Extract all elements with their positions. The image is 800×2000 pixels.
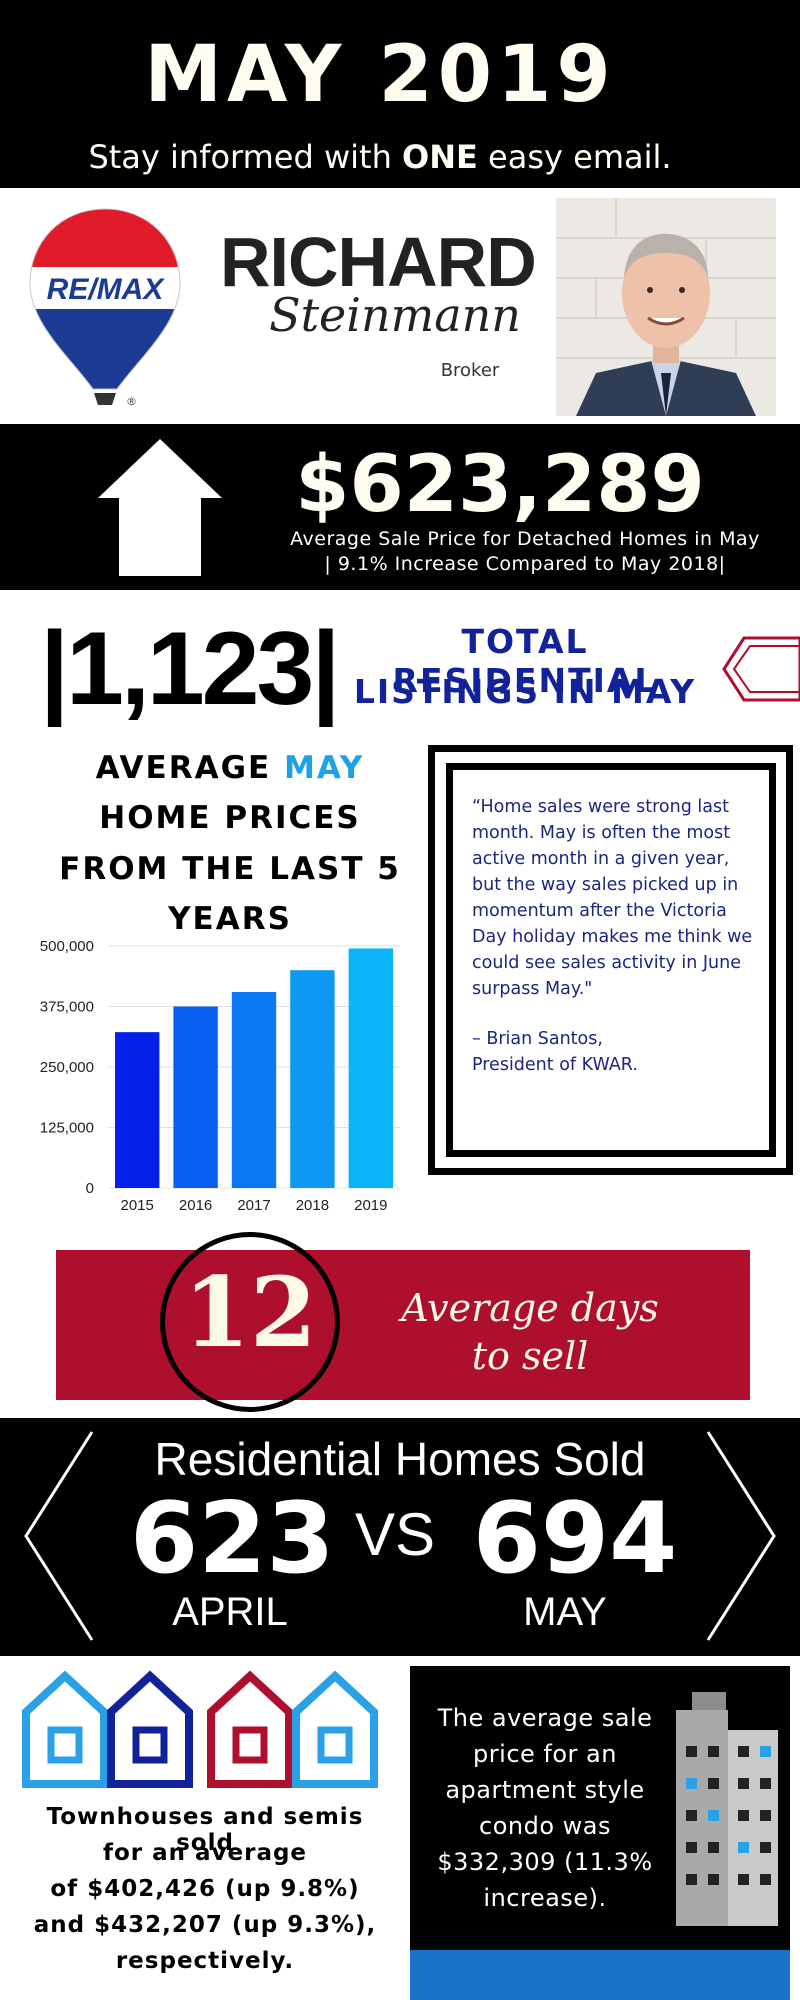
quote-text: “Home sales were strong last month. May …: [472, 797, 753, 999]
x-tick-label: 2015: [121, 1197, 154, 1214]
agent-photo: [556, 198, 776, 416]
price-bar-chart: 0 125,000 250,000 375,000 500,000 2015 2016 201…: [40, 938, 400, 1214]
agent-role: Broker: [440, 360, 500, 381]
chevron-right-icon: [706, 1431, 776, 1641]
remax-balloon-logo: RE/MAX ®: [29, 208, 181, 408]
apartment-building-icon: [676, 1692, 778, 1926]
x-tick-label: 2018: [296, 1197, 329, 1214]
x-tick-label: 2017: [237, 1197, 270, 1214]
subtitle-text-end: easy email.: [477, 138, 672, 176]
y-tick-label: 250,000: [40, 1059, 94, 1076]
house-icon: [98, 439, 222, 576]
days-to-sell-value: 12: [183, 1256, 317, 1369]
subtitle-bold: ONE: [402, 138, 478, 176]
homes-sold-band: [0, 1418, 800, 1656]
header-band: [0, 0, 800, 188]
april-sold-value: 623: [130, 1482, 335, 1596]
agent-first-name: RICHARD: [220, 223, 537, 301]
condo-accent-bar: [410, 1950, 790, 2000]
townhouse-text-5: respectively.: [115, 1948, 295, 1974]
y-tick-label: 125,000: [40, 1120, 94, 1137]
days-to-sell-label-2: to sell: [471, 1334, 589, 1378]
page-title: MAY 2019: [144, 30, 616, 120]
quote-frame-outer: [428, 745, 793, 1175]
quote-author-title: President of KWAR.: [472, 1055, 638, 1075]
chart-heading-line2: HOME PRICES: [99, 800, 361, 836]
vs-label: VS: [354, 1501, 436, 1568]
chart-bar-2019: [348, 948, 393, 1188]
agent-last-name: Steinmann: [269, 288, 521, 342]
listings-count: |1,123|: [40, 611, 340, 727]
x-tick-label: 2016: [179, 1197, 212, 1214]
y-tick-label: 375,000: [40, 999, 94, 1016]
chart-heading-text: AVERAGE: [95, 750, 284, 786]
townhouse-text-3: of $402,426 (up 9.8%): [50, 1876, 360, 1902]
chart-bar-2015: [115, 1032, 160, 1188]
may-sold-value: 694: [472, 1482, 678, 1596]
average-price-value: $623,289: [295, 440, 705, 530]
condo-price-text: The average sale price for an apartment …: [437, 1704, 653, 1912]
chart-heading-line1: AVERAGE MAY: [30, 750, 430, 786]
april-label: APRIL: [172, 1590, 288, 1634]
listings-label: TOTAL RESIDENTIAL: [392, 622, 658, 700]
price-increase-caption: | 9.1% Increase Compared to May 2018|: [324, 553, 726, 575]
townhouse-text-4: and $432,207 (up 9.3%),: [33, 1912, 377, 1938]
quote-author-name: – Brian Santos,: [472, 1029, 603, 1049]
house-outline-icon: [22, 1670, 108, 1788]
chevron-left-icon: [24, 1431, 94, 1641]
chart-heading-line3: FROM THE LAST 5: [59, 851, 401, 887]
chart-bar-2018: [290, 970, 335, 1188]
townhouse-text-2: for an average: [102, 1840, 308, 1866]
ribbon-arrow-decoration: [722, 636, 800, 702]
average-price-caption: Average Sale Price for Detached Homes in…: [290, 528, 760, 550]
homes-sold-title: Residential Homes Sold: [154, 1433, 646, 1485]
y-tick-label: 500,000: [40, 938, 94, 955]
townhouse-icons: [22, 1670, 378, 1788]
registered-mark: ®: [126, 395, 137, 408]
listings-label-2: LISTINGS IN MAY: [353, 672, 697, 711]
chart-heading-line4: YEARS: [168, 901, 292, 937]
chart-heading-accent: MAY: [284, 750, 365, 786]
days-to-sell-label: Average days: [401, 1286, 659, 1330]
quote-frame-inner: [446, 763, 776, 1157]
x-tick-label: 2019: [354, 1197, 387, 1214]
y-tick-label: 0: [86, 1180, 94, 1197]
chart-bar-2016: [173, 1006, 218, 1188]
quote-author: – Brian Santos, President of KWAR.: [472, 1026, 754, 1078]
chart-bar-2017: [231, 991, 277, 1188]
days-circle: [160, 1232, 340, 1412]
header-subtitle: Stay informed with ONE easy email.: [0, 138, 760, 176]
subtitle-text: Stay informed with: [88, 138, 403, 176]
may-label: MAY: [523, 1590, 607, 1634]
townhouse-text: Townhouses and semis sold: [46, 1804, 364, 1856]
remax-logo-text: RE/MAX: [47, 273, 166, 306]
